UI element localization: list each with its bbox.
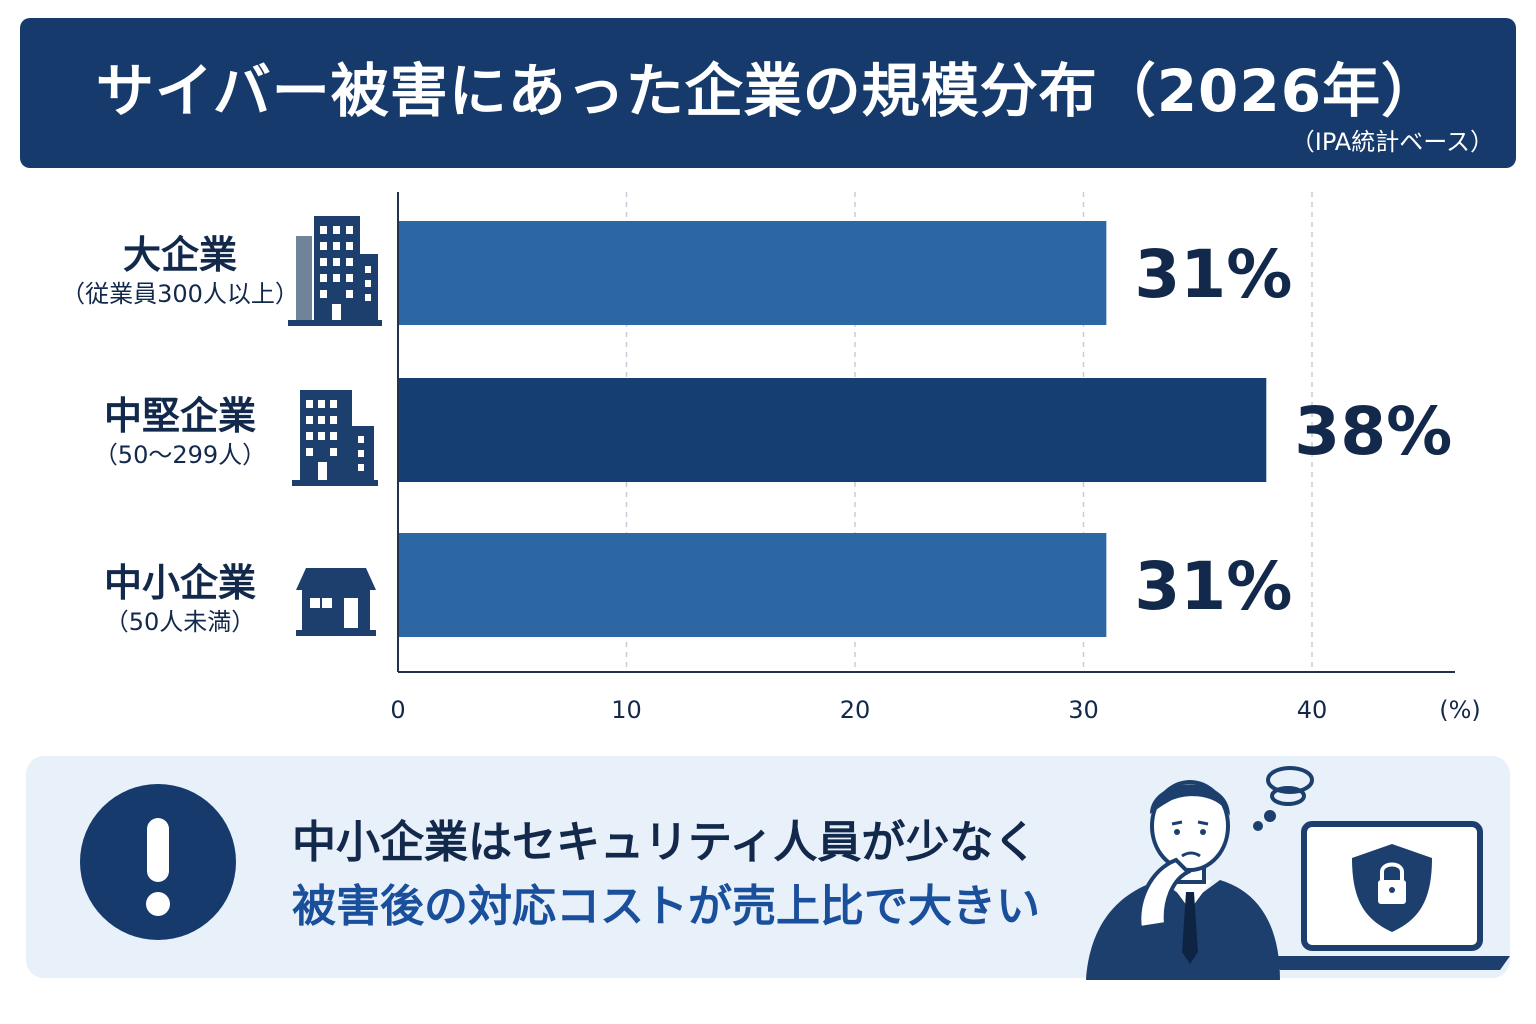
exclamation-icon [80,784,236,940]
worried-businessman-laptop-lock-icon [1086,766,1510,980]
x-tick-label: 10 [611,696,642,724]
businessman-face [1150,780,1230,872]
x-axis-ticks: 0 10 20 30 40 [390,696,1327,724]
shop-icon [296,568,376,636]
category-sub: （50〜299人） [93,441,267,469]
callout-line2: 被害後の対応コストが売上比で大きい [292,881,1040,932]
x-tick-label: 0 [390,696,405,724]
category-label-small: 中小企業 （50人未満） [50,560,310,638]
x-axis-unit: (%) [1439,696,1481,724]
category-name: 中小企業 [103,561,256,605]
office-building-icon [292,390,378,486]
chart-subtitle: （IPA統計ベース） [1290,128,1494,156]
category-label-mid: 中堅企業 （50〜299人） [50,393,310,471]
category-name: 大企業 [122,233,237,277]
title-banner: サイバー被害にあった企業の規模分布（2026年） （IPA統計ベース） [20,18,1516,168]
chart-svg: 31% 38% 31% 0 10 20 30 40 (%) [288,192,1481,724]
callout-line1: 中小企業はセキュリティ人員が少なく [292,817,1038,868]
category-label-large: 大企業 （従業員300人以上） [50,232,310,310]
bar [398,533,1107,637]
bar-value-label: 38% [1294,393,1452,470]
category-sub: （従業員300人以上） [61,280,299,308]
businessman-suit [1086,880,1280,980]
bar [398,378,1267,482]
bar-value-label: 31% [1134,548,1292,625]
category-name: 中堅企業 [103,394,256,438]
office-tower-icon [288,216,382,326]
category-sub: （50人未満） [104,608,256,636]
worry-swirl-icon [1253,766,1314,831]
x-tick-label: 40 [1297,696,1328,724]
x-tick-label: 20 [840,696,871,724]
bar [398,221,1107,325]
laptop-base [1272,956,1510,970]
bar-chart: 大企業 （従業員300人以上） 中堅企業 （50〜299人） 中小企業 （50人… [0,180,1536,740]
bars: 31% 38% 31% [398,221,1452,637]
bar-value-label: 31% [1134,236,1292,313]
chart-title: サイバー被害にあった企業の規模分布（2026年） [95,57,1441,125]
x-tick-label: 30 [1068,696,1099,724]
